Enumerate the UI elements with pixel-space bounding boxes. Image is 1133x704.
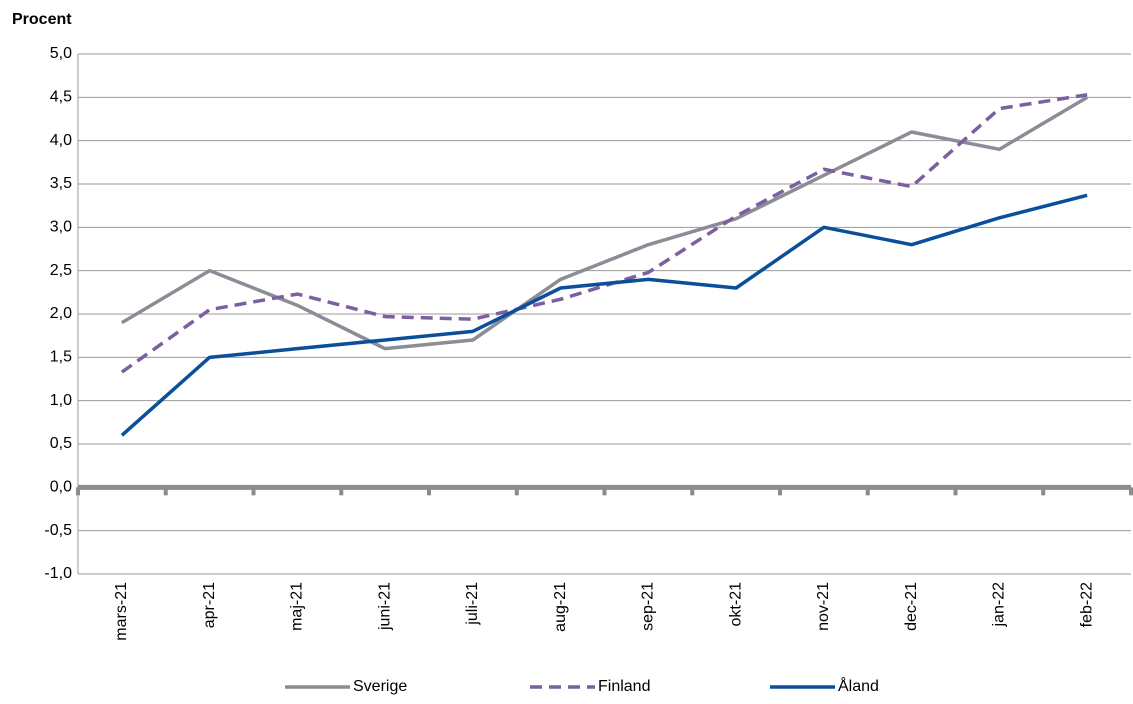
y-tick-label: 5,0 [50,45,72,62]
y-tick-label: 2,5 [50,262,72,279]
x-tick-label: juni-21 [376,582,393,631]
y-tick-label: 4,0 [50,132,72,149]
x-tick-label: feb-22 [1078,582,1095,627]
y-tick-label: -1,0 [44,565,72,582]
x-tick-label: dec-21 [903,582,920,631]
x-tick-label: mars-21 [113,582,130,641]
x-tick-label: jan-22 [991,582,1008,628]
y-tick-label: 4,5 [50,89,72,106]
legend-label: Åland [838,676,879,695]
x-tick-label: maj-21 [289,582,306,631]
x-tick-label: sep-21 [640,582,657,631]
y-tick-label: 0,0 [50,479,72,496]
x-tick-label: nov-21 [815,582,832,631]
y-tick-label: 1,5 [50,349,72,366]
y-tick-label: 3,5 [50,175,72,192]
y-tick-label: 2,0 [50,305,72,322]
y-tick-label: 0,5 [50,435,72,452]
y-axis-label: Procent [12,11,72,28]
y-tick-label: 1,0 [50,392,72,409]
legend-label: Finland [598,678,650,695]
y-tick-label: -0,5 [44,522,72,539]
x-tick-label: aug-21 [552,582,569,632]
series-line [120,93,1088,374]
x-tick-label: apr-21 [201,582,218,628]
x-tick-label: juli-21 [464,582,481,626]
series-line [120,95,1089,351]
y-tick-label: 3,0 [50,219,72,236]
x-tick-label: okt-21 [727,582,744,627]
legend-label: Sverige [353,678,407,695]
series-line [120,193,1088,437]
